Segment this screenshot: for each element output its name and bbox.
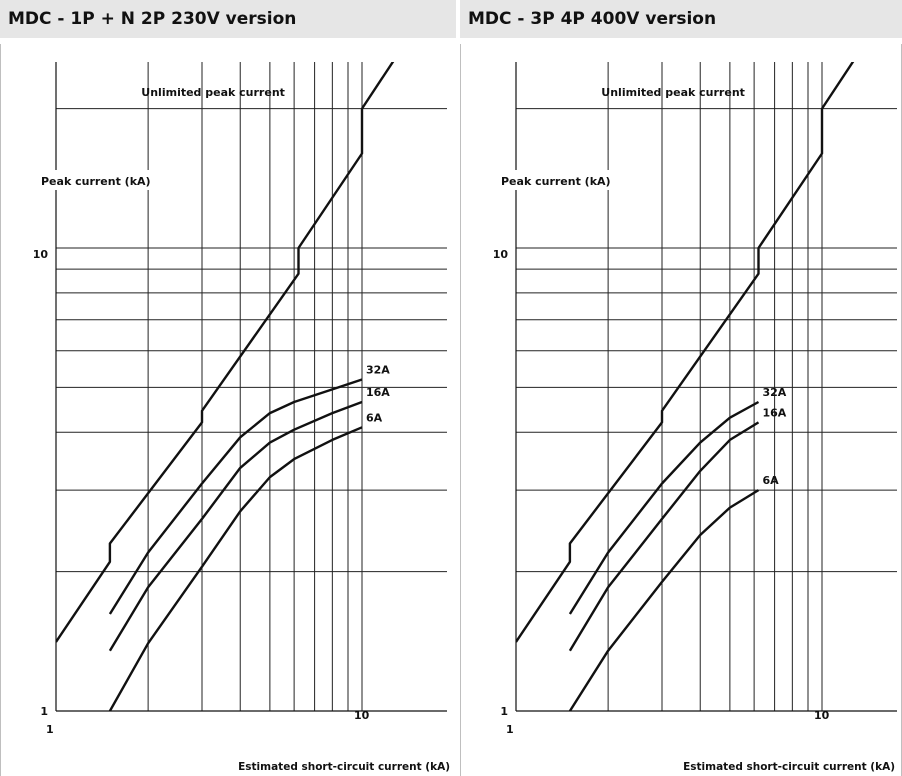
y-axis-label-bg — [38, 170, 160, 190]
x-tick-label: 1 — [506, 723, 514, 736]
y-axis-label: Peak current (kA) — [501, 175, 611, 188]
chart-panel-1p-2p: MDC - 1P + N 2P 230V version 1 10 1 10 Peak … — [0, 0, 456, 776]
series-label-32a: 32A — [762, 386, 786, 399]
annotation-unlimited-peak: Unlimited peak current — [601, 86, 745, 99]
x-tick-label: 10 — [354, 709, 370, 722]
chart-3p-4p: 1 10 1 10 Peak current (kA) Estimated short-c… — [493, 62, 897, 773]
x-axis-label: Estimated short-circuit current (kA) — [238, 761, 450, 773]
unlimited-peak-line — [56, 62, 395, 643]
chart-title-1p-2p: MDC - 1P + N 2P 230V version — [0, 0, 456, 38]
y-tick-label: 10 — [33, 248, 49, 261]
unlimited-peak-line — [516, 62, 855, 643]
chart-1p-2p: 1 10 1 10 Peak current (kA) Estimated short-c… — [33, 62, 450, 773]
series-line-32a — [568, 400, 760, 615]
series-line-16a — [568, 421, 760, 652]
y-axis-label: Peak current (kA) — [41, 175, 151, 188]
y-axis-label-bg — [498, 170, 620, 190]
x-tick-label: 10 — [814, 709, 830, 722]
series-label-32a: 32A — [366, 363, 390, 376]
x-axis-label: Estimated short-circuit current (kA) — [683, 761, 895, 773]
series-label-6a: 6A — [762, 474, 779, 487]
series-line-6a — [568, 489, 760, 711]
series-line-32a — [108, 378, 363, 615]
chart-panel-3p-4p: MDC - 3P 4P 400V version 1 10 1 10 Peak curr… — [460, 0, 902, 776]
series-label-6a: 6A — [366, 411, 383, 424]
series-line-6a — [108, 426, 363, 711]
plot-frame-1p-2p: 1 10 1 10 Peak current (kA) Estimated short-c… — [0, 44, 456, 776]
panel-divider — [456, 0, 460, 776]
annotation-unlimited-peak: Unlimited peak current — [141, 86, 285, 99]
x-tick-label: 1 — [46, 723, 54, 736]
series-line-16a — [108, 400, 363, 652]
series-label-16a: 16A — [366, 386, 390, 399]
y-tick-label: 1 — [40, 705, 48, 718]
series-label-16a: 16A — [762, 406, 786, 419]
y-tick-label: 10 — [493, 248, 509, 261]
chart-title-3p-4p: MDC - 3P 4P 400V version — [460, 0, 902, 38]
plot-frame-3p-4p: 1 10 1 10 Peak current (kA) Estimated short-c… — [460, 44, 902, 776]
y-tick-label: 1 — [500, 705, 508, 718]
